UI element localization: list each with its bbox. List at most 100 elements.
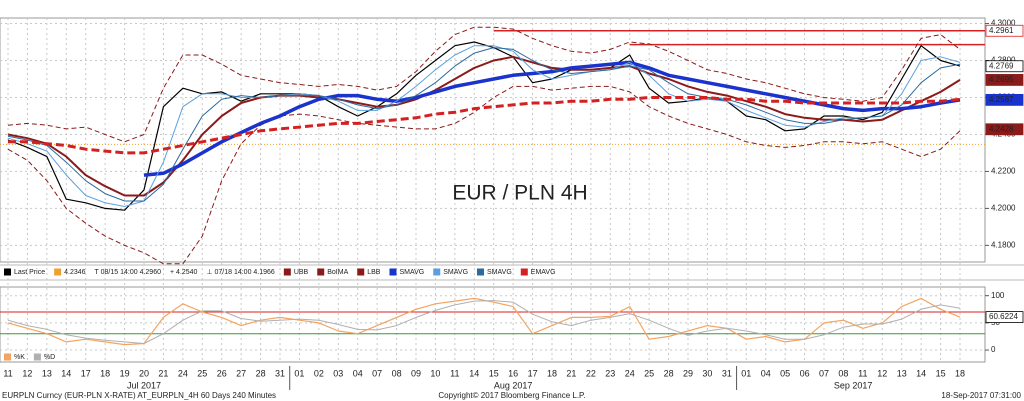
legend-label-swatch: [4, 268, 11, 276]
footer-left: EURPLN Curncy (EUR-PLN X-RATE) AT_EURPLN…: [2, 391, 276, 400]
legend-label-swatch: [389, 268, 397, 276]
legend-stat: 4.2346: [64, 269, 86, 276]
x-tick-label: 17: [528, 368, 538, 378]
price-tag-label: 4.2587: [989, 95, 1014, 104]
x-tick-label: 31: [275, 368, 285, 378]
legend-stat: + 4.2540: [170, 269, 198, 276]
legend-label-swatch: [477, 268, 485, 276]
series-line: [7, 85, 961, 265]
chart-title: EUR / PLN 4H: [452, 182, 587, 205]
x-tick-label: 25: [197, 368, 207, 378]
x-tick-label: 26: [217, 368, 227, 378]
x-tick-label: 08: [838, 368, 848, 378]
legend-label: LBB: [367, 269, 381, 276]
price-tag: [985, 24, 1024, 37]
x-tick-label: 30: [702, 368, 712, 378]
y-tick-label: 4.2800: [991, 56, 1016, 65]
x-tick-label: 21: [158, 368, 168, 378]
price-tag-label: 4.2769: [989, 61, 1014, 70]
x-tick-label: 07: [372, 368, 382, 378]
y-tick-label: 4.2200: [991, 167, 1016, 176]
price-tag: [985, 93, 1024, 106]
x-tick-label: 02: [314, 368, 324, 378]
legend-label-swatch: [317, 268, 325, 276]
x-tick-label: 17: [81, 368, 91, 378]
legend-label-swatch: [433, 268, 441, 276]
legend-stat: ⊥ 07/18 14:00 4.1966: [206, 269, 274, 276]
x-tick-label: 28: [256, 368, 266, 378]
legend-label: Last Price: [14, 269, 45, 276]
series-line: [8, 96, 961, 155]
x-tick-label: 14: [916, 368, 926, 378]
month-label: Sep 2017: [834, 380, 873, 390]
series-line: [7, 300, 961, 344]
legend-label: SMAVG: [443, 269, 468, 276]
x-tick-label: 18: [100, 368, 110, 378]
x-tick-label: 11: [858, 368, 867, 378]
footer-center: Copyright© 2017 Bloomberg Finance L.P.: [438, 391, 585, 400]
y-tick-label: 0: [991, 345, 996, 354]
legend-label: BoIMA: [327, 269, 348, 276]
x-tick-label: 25: [644, 368, 654, 378]
x-tick-label: 24: [625, 368, 635, 378]
series-line: [7, 26, 961, 143]
x-tick-label: 03: [333, 368, 343, 378]
x-tick-label: 12: [22, 368, 32, 378]
x-tick-label: 10: [430, 368, 440, 378]
x-tick-label: 01: [294, 368, 304, 378]
x-tick-label: 23: [605, 368, 615, 378]
x-tick-label: 14: [61, 368, 71, 378]
series-line: [7, 47, 961, 202]
legend-label: EMAVG: [531, 269, 556, 276]
x-tick-label: 29: [683, 368, 693, 378]
month-label: Jul 2017: [127, 380, 161, 390]
legend-label-swatch: [357, 268, 365, 276]
x-tick-label: 08: [392, 368, 402, 378]
y-tick-label: 4.3000: [991, 19, 1016, 28]
price-tag: [985, 123, 1024, 136]
x-tick-label: 15: [936, 368, 946, 378]
legend-label: SMAVG: [399, 269, 424, 276]
price-tag: [985, 74, 1024, 86]
x-tick-label: 13: [897, 368, 907, 378]
x-tick-label: 13: [42, 368, 52, 378]
x-tick-label: 21: [566, 368, 576, 378]
x-tick-label: 11: [3, 368, 12, 378]
series-line: [7, 41, 961, 211]
price-tag-label: 4.2428: [989, 124, 1014, 133]
series-line: [7, 45, 961, 207]
legend-stat: T 08/15 14:00 4.2960: [95, 269, 162, 276]
x-tick-label: 16: [508, 368, 518, 378]
x-tick-label: 01: [741, 368, 751, 378]
x-tick-label: 09: [411, 368, 421, 378]
legend-label: %K: [14, 354, 25, 361]
y-tick-label: 4.2000: [991, 204, 1016, 213]
x-tick-label: 07: [819, 368, 829, 378]
x-tick-label: 27: [236, 368, 246, 378]
x-tick-label: 18: [955, 368, 965, 378]
price-tag-label: 4.2961: [989, 26, 1014, 35]
x-tick-label: 20: [139, 368, 149, 378]
x-tick-label: 18: [547, 368, 557, 378]
y-tick-label: 4.1800: [991, 240, 1016, 249]
x-tick-label: 24: [178, 368, 188, 378]
x-tick-label: 12: [877, 368, 887, 378]
x-tick-label: 28: [664, 368, 674, 378]
x-tick-label: 06: [800, 368, 810, 378]
legend-label: SMAVG: [487, 269, 512, 276]
legend-label: %D: [44, 354, 55, 361]
x-tick-label: 05: [780, 368, 790, 378]
x-tick-label: 22: [586, 368, 596, 378]
x-tick-label: 15: [489, 368, 499, 378]
x-tick-label: 14: [469, 368, 479, 378]
price-tag: [985, 311, 1024, 323]
series-line: [143, 60, 961, 177]
price-panel: [0, 17, 986, 263]
x-tick-label: 31: [722, 368, 732, 378]
legend-label: UBB: [294, 269, 309, 276]
legend-label-swatch: [4, 353, 11, 361]
y-tick-label: 100: [991, 291, 1005, 300]
legend-label-swatch: [33, 353, 41, 361]
legend-label-swatch: [283, 268, 291, 276]
